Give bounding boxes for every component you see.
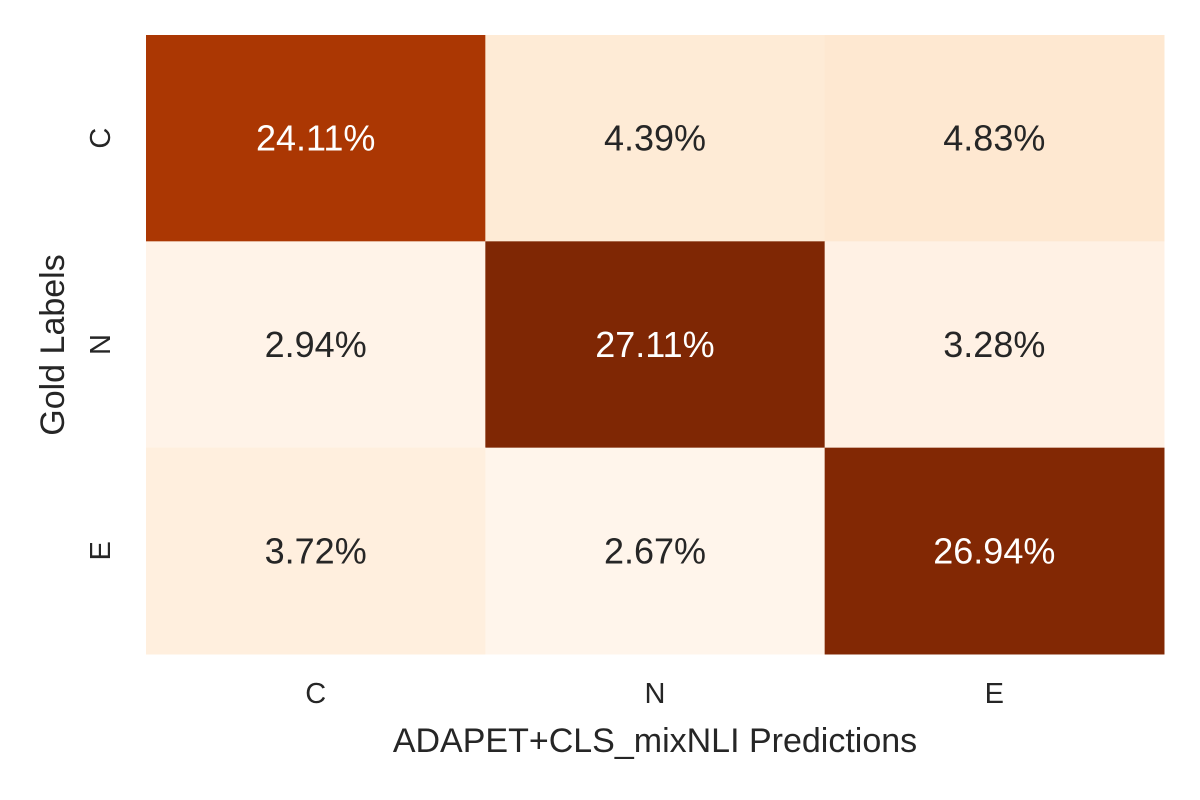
x-tick-label: C (305, 678, 326, 710)
x-axis-label: ADAPET+CLS_mixNLI Predictions (393, 722, 917, 760)
cell-value-label: 4.83% (943, 118, 1045, 159)
heatmap-cell-E-C (146, 447, 486, 655)
y-tick-label: E (85, 541, 117, 560)
y-tick-label: C (85, 128, 117, 149)
heatmap-cell-C-N (485, 35, 826, 242)
heatmap-cell-E-N (485, 447, 826, 655)
heatmap-cell-C-C (146, 35, 486, 242)
cell-value-label: 27.11% (595, 324, 714, 365)
heatmap-cell-C-E (824, 35, 1165, 242)
cell-value-label: 4.39% (604, 118, 706, 159)
heatmap-cells: 24.11% 4.39% 4.83% 2.94% 27.11% 3.28% 3.72% 2.6… (146, 35, 1165, 655)
y-axis-label: Gold Labels (34, 254, 72, 435)
cell-value-label: 26.94% (933, 530, 1055, 571)
x-tick-label: E (985, 678, 1004, 710)
heatmap-cell-E-E (824, 447, 1165, 655)
cell-value-label: 24.11% (256, 118, 375, 159)
y-tick-labels: C N E (85, 128, 117, 561)
cell-value-label: 2.67% (604, 530, 706, 571)
cell-value-label: 3.28% (943, 324, 1045, 365)
y-tick-label: N (85, 334, 117, 355)
cell-value-label: 2.94% (265, 324, 367, 365)
x-tick-label: N (645, 678, 666, 710)
heatmap-cell-N-N (485, 241, 826, 449)
heatmap-cell-N-E (824, 241, 1165, 449)
heatmap-cell-N-C (146, 241, 486, 449)
cell-value-label: 3.72% (265, 530, 367, 571)
